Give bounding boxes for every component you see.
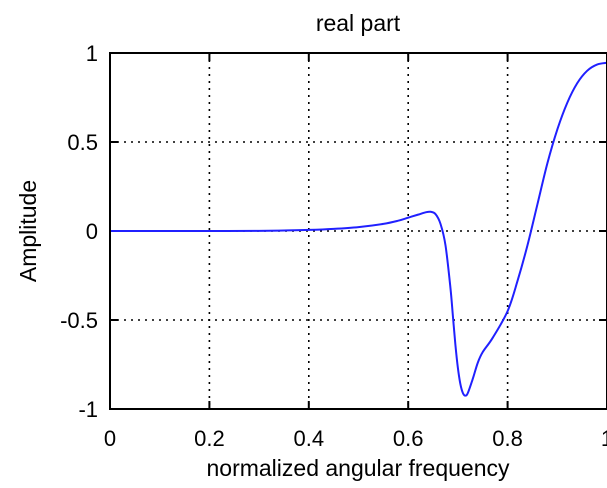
x-tick-label: 1 [601,426,607,451]
x-tick-labels: 0 0.2 0.4 0.6 0.8 1 [104,426,607,451]
y-tick-label: 1 [86,41,98,66]
series-line [109,61,607,397]
y-tick-label: 0 [86,219,98,244]
y-tick-label: -0.5 [60,308,98,333]
grid-lines [110,53,607,409]
series-layer [109,61,607,397]
plot-frame [109,52,607,410]
y-tick-label: 0.5 [67,130,98,155]
x-axis-label: normalized angular frequency [206,455,510,481]
x-tick-label: 0.4 [294,426,325,451]
x-tick-label: 0.6 [393,426,424,451]
chart-title: real part [316,10,401,36]
y-tick-label: -1 [78,397,98,422]
x-tick-label: 0 [104,426,116,451]
x-tick-label: 0.8 [492,426,523,451]
x-tick-label: 0.2 [194,426,225,451]
y-tick-labels: -1 -0.5 0 0.5 1 [60,41,98,422]
y-axis-label: Amplitude [15,180,41,282]
